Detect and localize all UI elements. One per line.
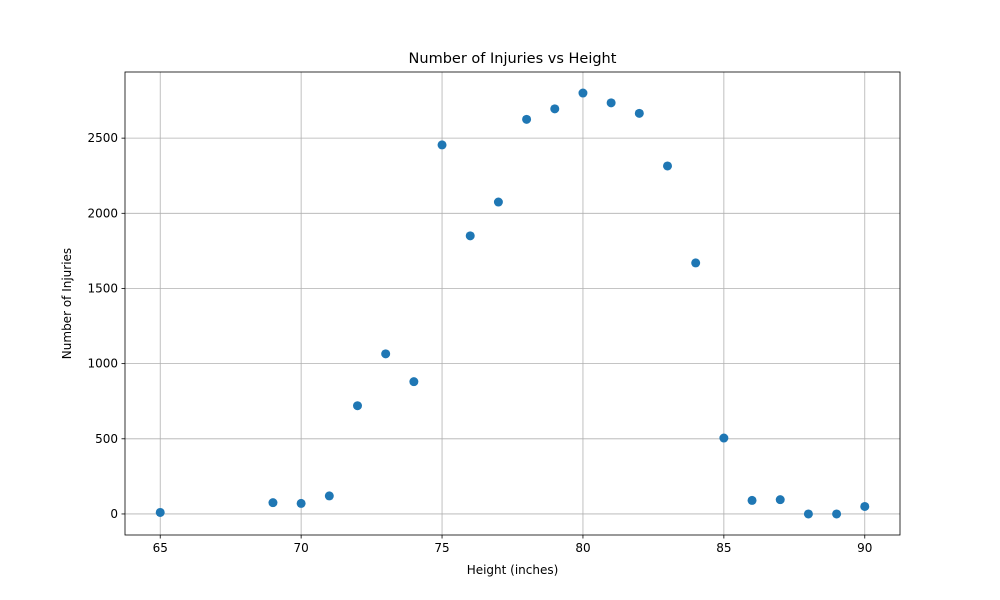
data-point xyxy=(522,114,532,124)
x-tick-label: 70 xyxy=(293,541,308,555)
x-tick-label: 75 xyxy=(434,541,449,555)
data-point xyxy=(155,507,165,517)
data-point xyxy=(606,98,616,108)
data-point xyxy=(803,509,813,519)
data-point xyxy=(268,498,278,508)
data-point xyxy=(381,349,391,359)
data-point xyxy=(324,491,334,501)
data-point xyxy=(296,498,306,508)
data-point xyxy=(550,104,560,114)
y-tick-label: 1500 xyxy=(87,281,118,295)
x-tick-label: 90 xyxy=(857,541,872,555)
data-points xyxy=(155,88,870,519)
data-point xyxy=(493,197,503,207)
data-point xyxy=(747,495,757,505)
data-point xyxy=(832,509,842,519)
data-point xyxy=(663,161,672,171)
x-axis-label: Height (inches) xyxy=(467,563,559,577)
x-tick-label: 80 xyxy=(575,541,590,555)
data-point xyxy=(465,231,475,241)
data-point xyxy=(437,140,447,150)
y-tick-label: 2000 xyxy=(87,206,118,220)
y-tick-label: 500 xyxy=(95,432,118,446)
data-point xyxy=(353,401,362,411)
data-point xyxy=(719,433,729,443)
chart-title: Number of Injuries vs Height xyxy=(409,51,617,67)
x-tick-label: 65 xyxy=(153,541,168,555)
y-axis-label: Number of Injuries xyxy=(60,248,74,359)
data-point xyxy=(634,108,644,118)
data-point xyxy=(775,495,785,505)
y-tick-label: 0 xyxy=(110,507,118,521)
data-point xyxy=(691,258,701,268)
data-point xyxy=(578,88,588,98)
data-point xyxy=(860,501,870,511)
axis-ticks: 65 70 75 80 85 90 0 500 1000 1500 2000 2500 xyxy=(87,131,872,555)
y-tick-label: 2500 xyxy=(87,131,118,145)
y-tick-label: 1000 xyxy=(87,357,118,371)
data-point xyxy=(409,377,419,387)
axes-frame xyxy=(124,71,901,536)
x-tick-label: 85 xyxy=(716,541,731,555)
